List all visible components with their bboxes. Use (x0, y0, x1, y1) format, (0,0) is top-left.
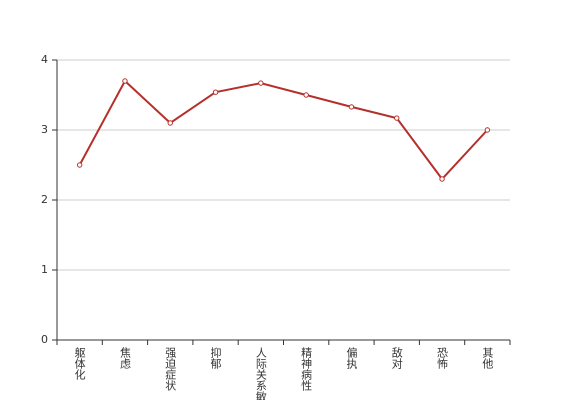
x-tick-label: 躯体化 (73, 347, 86, 381)
y-tick-label: 2 (41, 193, 48, 206)
line (78, 79, 489, 181)
x-tick-label: 其他 (481, 347, 494, 369)
x-tick-label: 偏执 (345, 346, 358, 370)
point (122, 78, 128, 84)
x-tick-label: 抑郁 (209, 346, 222, 369)
x-tick-label: 焦虑 (118, 347, 131, 369)
y-tick-label: 1 (41, 263, 48, 276)
point (484, 127, 491, 133)
point (394, 115, 400, 121)
point (212, 89, 219, 95)
point (439, 176, 445, 182)
point (258, 80, 264, 86)
x-tick-label: 强迫症状 (164, 347, 177, 391)
point (348, 104, 355, 110)
x-tick-label: 恐怖 (436, 347, 449, 369)
x-tick-label: 人际关系敏感 (254, 347, 267, 400)
x-tick-label: 精神病性 (300, 347, 313, 392)
point (303, 92, 309, 98)
y-tick-label: 0 (41, 333, 48, 346)
y-tick-label: 4 (41, 53, 48, 66)
y-tick-label: 3 (41, 123, 48, 136)
point (167, 120, 173, 126)
point (76, 162, 83, 168)
x-tick-label: 敌对 (390, 346, 403, 369)
